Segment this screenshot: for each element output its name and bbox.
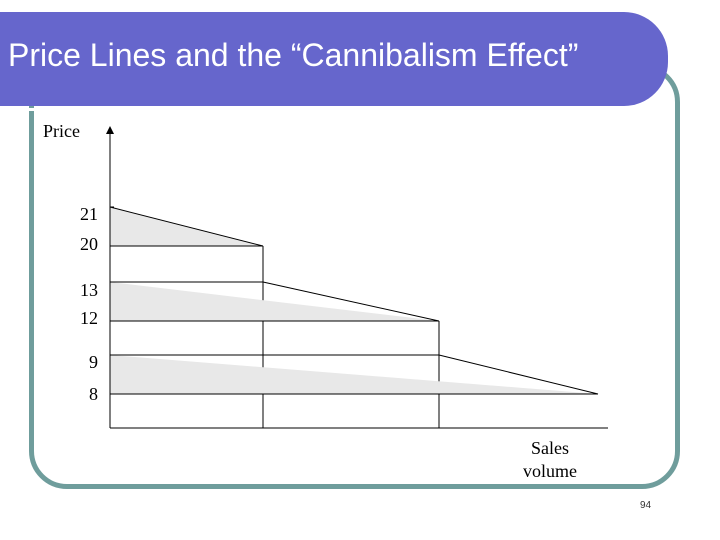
- x-axis-label: Sales volume: [505, 437, 595, 484]
- tick-label: 21: [80, 204, 98, 224]
- x-axis-label-line-1: Sales: [531, 438, 569, 458]
- y-axis-label: Price: [43, 121, 80, 141]
- cannibalized-area: [110, 282, 439, 321]
- demand-slope-line: [262, 281, 440, 322]
- cannibalized-area: [110, 355, 598, 394]
- page-number: 94: [640, 500, 652, 511]
- tick-label: 9: [89, 352, 98, 372]
- title-bar: [0, 12, 668, 111]
- demand-slope-line: [109, 206, 264, 247]
- tick-label: 13: [80, 280, 98, 300]
- slide-title: Price Lines and the “Cannibalism Effect”: [8, 37, 579, 73]
- demand-slope-line: [438, 354, 599, 395]
- title-underline: [0, 108, 640, 111]
- tick-label: 12: [80, 308, 98, 328]
- tick-label: 8: [89, 384, 98, 404]
- tick-label: 20: [80, 234, 98, 254]
- x-axis-label-line-2: volume: [523, 461, 577, 482]
